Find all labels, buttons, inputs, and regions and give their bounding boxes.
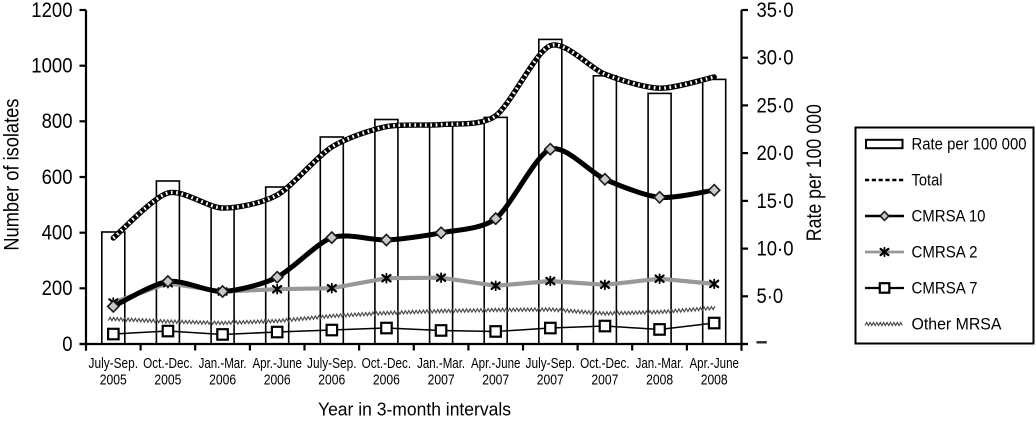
svg-text:Oct.-Dec.: Oct.-Dec. — [143, 356, 193, 372]
svg-text:Apr.-June: Apr.-June — [689, 356, 739, 372]
svg-text:2007: 2007 — [482, 372, 509, 388]
svg-text:0: 0 — [62, 333, 72, 356]
svg-text:2007: 2007 — [537, 372, 564, 388]
svg-text:Rate per 100 000: Rate per 100 000 — [802, 104, 826, 241]
svg-text:Oct.-Dec.: Oct.-Dec. — [580, 356, 630, 372]
svg-text:Rate per 100 000: Rate per 100 000 — [912, 135, 1027, 153]
svg-text:20·0: 20·0 — [757, 142, 794, 165]
svg-text:25·0: 25·0 — [757, 94, 794, 117]
svg-text:1000: 1000 — [31, 55, 72, 78]
svg-text:Other MRSA: Other MRSA — [912, 315, 1002, 333]
svg-text:800: 800 — [42, 110, 73, 133]
svg-text:15·0: 15·0 — [757, 190, 794, 213]
svg-text:Apr.-June: Apr.-June — [471, 356, 521, 372]
svg-text:2008: 2008 — [646, 372, 673, 388]
svg-text:5·0: 5·0 — [757, 285, 784, 308]
svg-text:Jan.-Mar.: Jan.-Mar. — [636, 356, 684, 372]
svg-text:Number of isolates: Number of isolates — [0, 99, 24, 251]
svg-text:2006: 2006 — [318, 372, 345, 388]
svg-text:2005: 2005 — [154, 372, 181, 388]
svg-text:2008: 2008 — [701, 372, 728, 388]
svg-text:Jan.-Mar.: Jan.-Mar. — [199, 356, 247, 372]
svg-text:2005: 2005 — [100, 372, 127, 388]
svg-text:Apr.-June: Apr.-June — [252, 356, 302, 372]
svg-text:Oct.-Dec.: Oct.-Dec. — [362, 356, 412, 372]
svg-text:CMRSA 7: CMRSA 7 — [912, 279, 978, 297]
svg-text:1200: 1200 — [31, 0, 72, 22]
svg-text:CMRSA 2: CMRSA 2 — [912, 243, 978, 261]
svg-text:Jan.-Mar.: Jan.-Mar. — [417, 356, 465, 372]
svg-text:2007: 2007 — [428, 372, 455, 388]
svg-text:2006: 2006 — [209, 372, 236, 388]
svg-text:10·0: 10·0 — [757, 238, 794, 261]
svg-text:CMRSA 10: CMRSA 10 — [912, 207, 986, 225]
svg-text:2007: 2007 — [591, 372, 618, 388]
svg-text:July-Sep.: July-Sep. — [307, 356, 357, 372]
svg-text:2006: 2006 — [373, 372, 400, 388]
svg-text:35·0: 35·0 — [757, 0, 794, 22]
svg-text:30·0: 30·0 — [757, 47, 794, 70]
svg-text:July-Sep.: July-Sep. — [526, 356, 576, 372]
svg-text:Year in 3-month intervals: Year in 3-month intervals — [318, 398, 511, 419]
svg-text:600: 600 — [42, 166, 73, 189]
svg-text:200: 200 — [42, 277, 73, 300]
svg-text:Total: Total — [912, 171, 943, 189]
svg-text:400: 400 — [42, 222, 73, 245]
svg-text:July-Sep.: July-Sep. — [89, 356, 139, 372]
svg-text:2006: 2006 — [264, 372, 291, 388]
